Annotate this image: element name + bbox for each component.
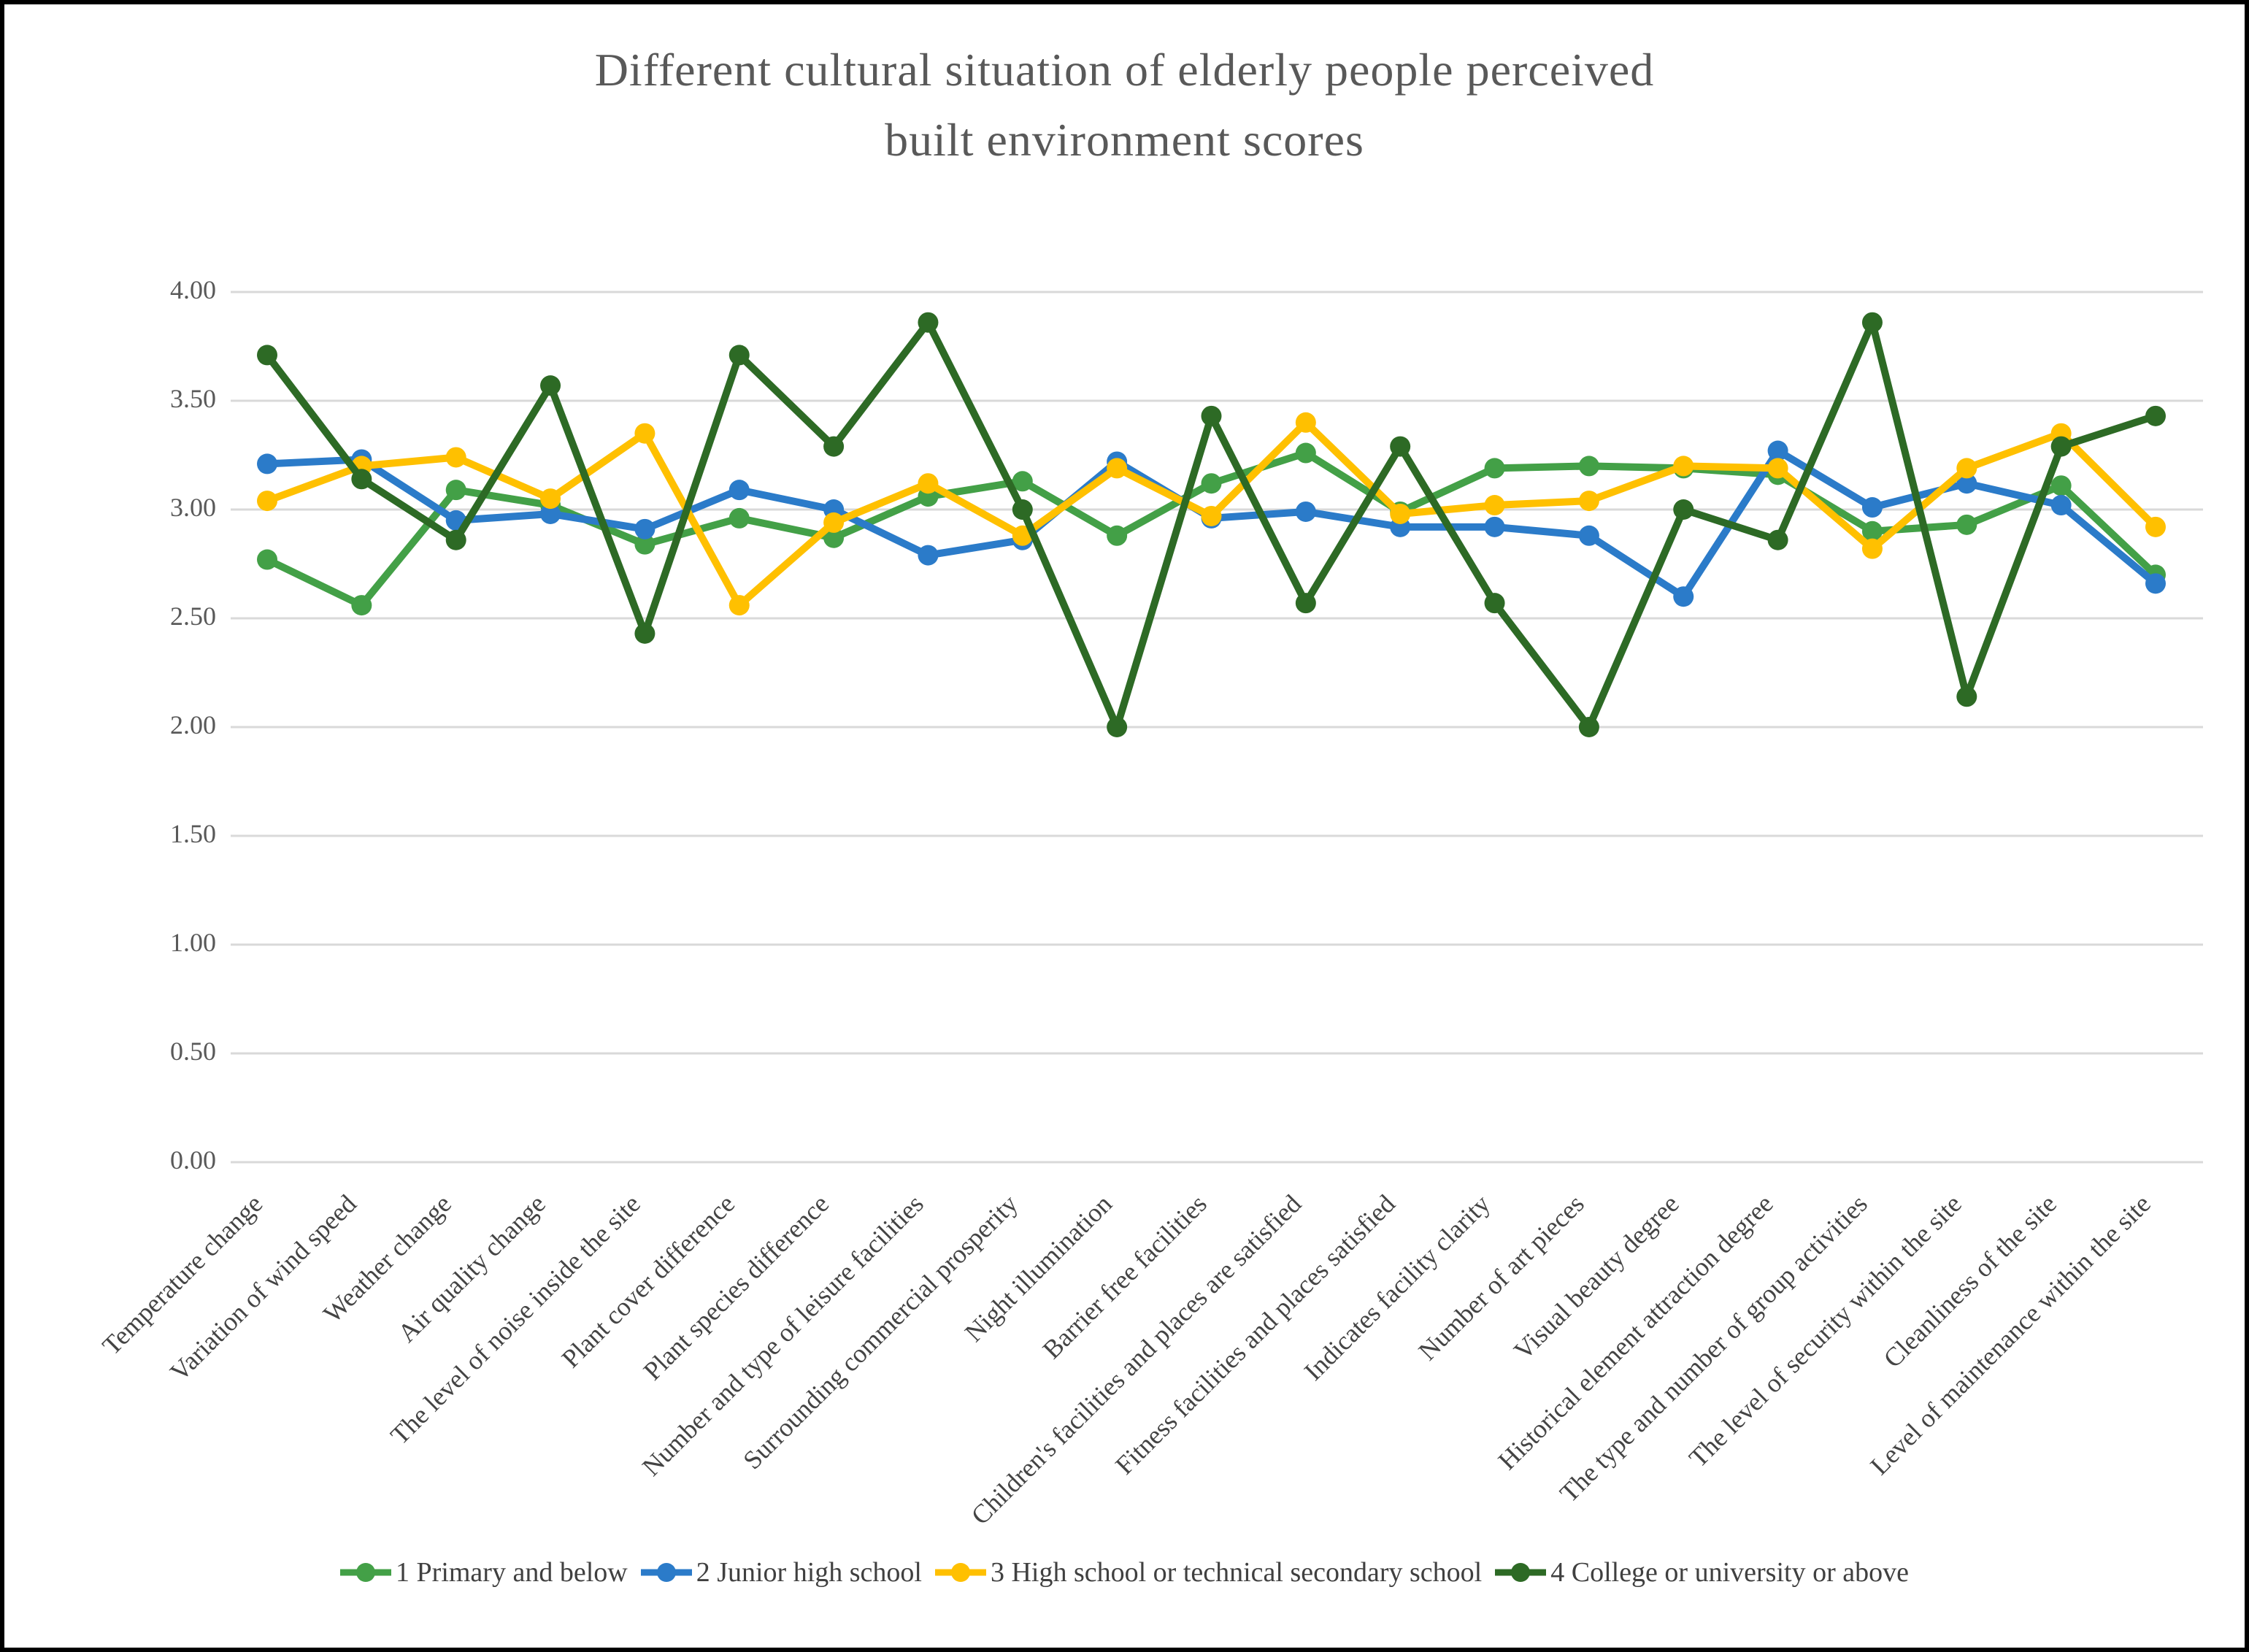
data-point (1484, 495, 1505, 516)
y-axis-tick-label: 1.50 (170, 819, 216, 848)
y-axis-tick-label: 0.00 (170, 1145, 216, 1175)
chart-title: Different cultural situation of elderly … (4, 35, 2245, 175)
legend-line-marker-icon (934, 1563, 986, 1582)
data-point (728, 345, 750, 366)
data-point (2145, 405, 2166, 426)
data-point (918, 473, 939, 494)
data-point (634, 534, 656, 555)
data-point (1861, 538, 1883, 559)
data-point (1295, 593, 1316, 614)
data-point (1390, 503, 1411, 524)
data-point (2050, 495, 2072, 516)
data-point (1578, 456, 1599, 477)
data-point (1767, 529, 1788, 550)
data-point (2145, 573, 2166, 594)
data-point (1861, 497, 1883, 518)
data-point (1956, 458, 1977, 479)
data-point (1201, 473, 1222, 494)
data-point (1107, 525, 1128, 546)
data-point (540, 503, 561, 524)
data-point (1201, 405, 1222, 426)
data-point (2050, 475, 2072, 496)
y-axis-tick-label: 1.00 (170, 928, 216, 957)
chart-title-line2: built environment scores (885, 114, 1364, 166)
plot-area (231, 291, 2203, 1164)
data-point (1578, 491, 1599, 512)
data-point (351, 469, 372, 490)
data-point (1201, 505, 1222, 526)
y-axis-tick-label: 3.00 (170, 493, 216, 522)
data-point (445, 480, 466, 501)
legend-item-3-high-school-or-technical-secondary-school: 3 High school or technical secondary sch… (934, 1556, 1483, 1588)
data-point (540, 375, 561, 396)
data-point (257, 453, 277, 475)
data-point (540, 488, 561, 510)
data-point (1484, 593, 1505, 614)
data-point (1861, 520, 1883, 542)
legend-item-4-college-or-university-or-above: 4 College or university or above (1495, 1556, 1909, 1588)
data-point (728, 595, 750, 616)
data-point (2145, 516, 2166, 537)
data-point (918, 312, 939, 333)
data-point (1673, 499, 1694, 520)
data-point (1484, 458, 1505, 479)
legend-item-1-primary-and-below: 1 Primary and below (340, 1556, 628, 1588)
data-point (1107, 717, 1128, 737)
legend-label: 2 Junior high school (696, 1557, 922, 1588)
data-point (1578, 525, 1599, 546)
data-point (1390, 436, 1411, 457)
legend-line-marker-icon (340, 1563, 392, 1582)
y-axis-tick-label: 0.50 (170, 1037, 216, 1066)
data-point (1673, 586, 1694, 607)
legend-line-marker-icon (1495, 1563, 1547, 1582)
legend-label: 3 High school or technical secondary sch… (990, 1557, 1483, 1588)
data-point (351, 595, 372, 616)
data-point (1578, 717, 1599, 737)
data-point (257, 549, 277, 570)
legend-label: 1 Primary and below (396, 1557, 628, 1588)
data-point (1295, 442, 1316, 464)
data-point (1107, 458, 1128, 479)
data-point (1767, 440, 1788, 461)
data-point (257, 345, 277, 366)
data-point (1295, 412, 1316, 433)
data-point (634, 623, 656, 644)
y-axis-tick-label: 2.50 (170, 602, 216, 631)
data-point (634, 518, 656, 539)
data-point (445, 529, 466, 550)
data-point (1012, 525, 1033, 546)
data-point (1956, 514, 1977, 535)
data-point (1956, 686, 1977, 707)
data-point (1012, 499, 1033, 520)
data-point (1956, 473, 1977, 494)
data-point (823, 527, 845, 548)
y-axis-tick-label: 2.00 (170, 710, 216, 739)
y-axis-tick-label: 4.00 (170, 275, 216, 304)
data-point (2050, 436, 2072, 457)
legend-line-marker-icon (640, 1563, 692, 1582)
data-point (1861, 312, 1883, 333)
data-point (728, 480, 750, 501)
legend-item-2-junior-high-school: 2 Junior high school (640, 1556, 922, 1588)
y-axis-tick-label: 3.50 (170, 384, 216, 413)
data-point (1484, 516, 1505, 537)
data-point (257, 491, 277, 512)
data-point (823, 436, 845, 457)
legend-label: 4 College or university or above (1550, 1557, 1909, 1588)
data-point (1673, 456, 1694, 477)
data-point (823, 512, 845, 533)
chart-title-line1: Different cultural situation of elderly … (594, 44, 1655, 96)
data-point (1012, 471, 1033, 492)
data-point (918, 545, 939, 566)
data-point (1767, 458, 1788, 479)
data-point (1295, 501, 1316, 522)
data-point (445, 447, 466, 468)
data-point (728, 507, 750, 529)
legend: 1 Primary and below 2 Junior high school 3… (4, 1556, 2245, 1588)
data-point (634, 423, 656, 444)
